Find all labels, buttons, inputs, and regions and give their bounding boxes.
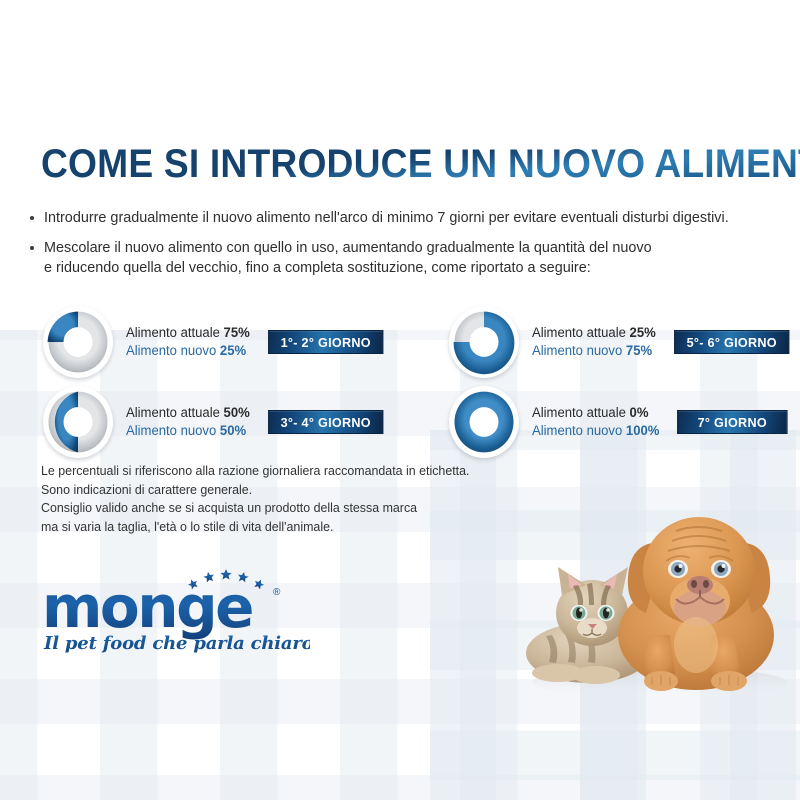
day-badge-5-6: 5°- 6° GIORNO [673,330,790,354]
donut-legend-day-7: Alimento attuale 0% Alimento nuovo 100% [532,404,663,440]
legend-old-food: Alimento attuale 75% [126,325,250,341]
donut-legend-day-3-4: Alimento attuale 50% Alimento nuovo 50% [126,404,254,440]
bullet-text: Introdurre gradualmente il nuovo aliment… [44,209,729,226]
legend-new-food: Alimento nuovo 100% [532,423,660,438]
legend-new-food: Alimento nuovo 50% [126,423,247,438]
disclaimer-line: Le percentuali si riferiscono alla razio… [41,463,470,478]
list-item: Introdurre gradualmente il nuovo aliment… [30,208,775,228]
legend-old-food: Alimento attuale 50% [126,405,250,421]
donut-chart-day-1-2 [42,305,114,379]
monge-logo: monge ® Il pet food che parla chiaro [40,565,310,655]
stars-icon [187,569,265,590]
donut-chart-day-3-4 [42,385,114,459]
page-title: COME SI INTRODUCE UN NUOVO ALIMENTO [41,142,800,187]
legend-new-food: Alimento nuovo 25% [126,343,247,358]
chart-row-day-7: Alimento attuale 0% Alimento nuovo 100% … [448,385,791,459]
registered-trademark-icon: ® [273,587,281,598]
disclaimer-line: Consiglio valido anche se si acquista un… [41,500,418,516]
donut-chart-day-5-6 [448,305,520,379]
donut-legend-day-5-6: Alimento attuale 25% Alimento nuovo 75% [532,324,660,360]
puppy-illustration [618,517,774,691]
logo-tagline: Il pet food che parla chiaro [43,633,310,654]
puppy-and-kitten-photo [500,485,800,715]
legend-new-food: Alimento nuovo 75% [532,343,653,358]
donut-legend-day-1-2: Alimento attuale 75% Alimento nuovo 25% [126,324,254,360]
chart-row-day-3-4: Alimento attuale 50% Alimento nuovo 50% … [42,385,387,459]
day-badge-7: 7° GIORNO [677,410,788,434]
legend-old-food: Alimento attuale 0% [532,405,649,421]
chart-row-day-5-6: Alimento attuale 25% Alimento nuovo 75% … [448,305,793,379]
bullet-text: Mescolare il nuovo alimento con quello i… [44,238,652,276]
disclaimer-line: Sono indicazioni di carattere generale. [41,481,253,497]
disclaimer-text: Le percentuali si riferiscono alla razio… [41,462,483,536]
day-badge-1-2: 1°- 2° GIORNO [267,330,384,354]
donut-chart-day-7 [448,385,520,459]
logo-wordmark: monge [42,573,252,641]
chart-row-day-1-2: Alimento attuale 75% Alimento nuovo 25% … [42,305,387,379]
bullet-dot-icon [30,245,34,250]
disclaimer-line: ma si varia la taglia, l'età o lo stile … [41,518,334,534]
day-badge-3-4: 3°- 4° GIORNO [267,410,384,434]
intro-bullet-list: Introdurre gradualmente il nuovo aliment… [30,208,775,287]
bullet-dot-icon [30,216,34,220]
legend-old-food: Alimento attuale 25% [532,325,656,341]
list-item: Mescolare il nuovo alimento con quello i… [30,238,775,278]
